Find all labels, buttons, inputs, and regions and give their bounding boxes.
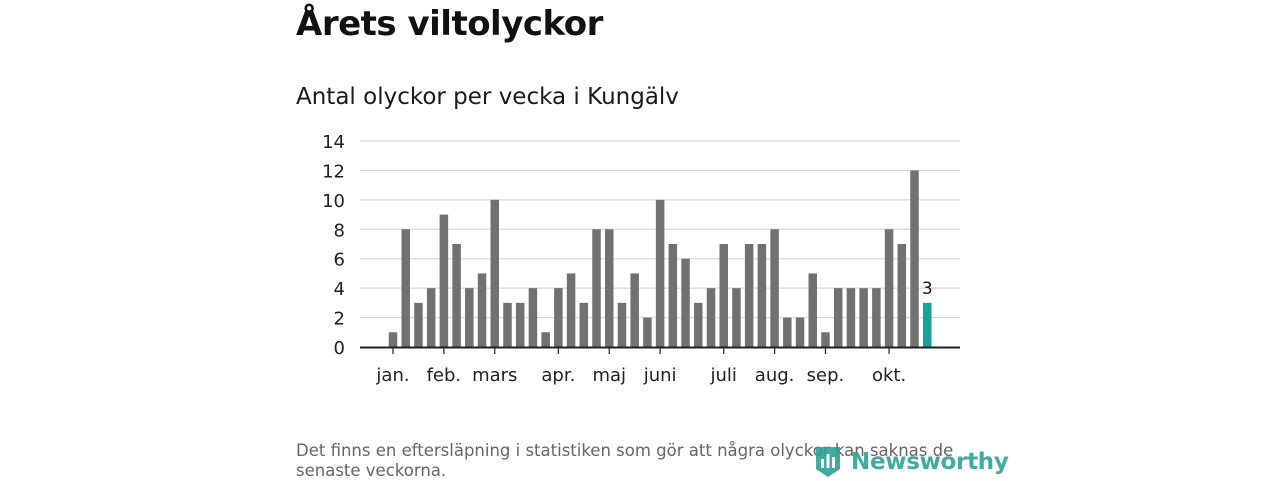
newsworthy-logo[interactable]: Newsworthy <box>813 445 1009 479</box>
bar <box>401 229 410 347</box>
y-tick-label: 0 <box>334 338 345 359</box>
highlight-bar <box>922 302 932 347</box>
bar <box>910 170 919 347</box>
y-tick-label: 14 <box>322 132 345 153</box>
bar <box>884 229 894 347</box>
bar <box>706 288 716 347</box>
bar <box>477 273 487 347</box>
bar <box>655 199 665 347</box>
x-tick-label: apr. <box>541 365 575 386</box>
x-tick-label: juli <box>710 365 737 386</box>
footnote: Det finns en eftersläpning i statistiken… <box>296 441 954 480</box>
y-tick-label: 8 <box>334 220 345 241</box>
bar <box>719 244 728 347</box>
x-tick-label: sep. <box>807 365 845 386</box>
bar <box>732 288 741 347</box>
bar <box>617 302 627 347</box>
bar <box>388 332 398 347</box>
bar <box>783 317 792 347</box>
bar <box>757 244 767 347</box>
x-tick-label: jan. <box>375 365 409 386</box>
logo-text: Newsworthy <box>851 449 1009 475</box>
newsworthy-logo-icon <box>816 447 840 477</box>
bar <box>439 214 449 347</box>
bar <box>528 288 538 347</box>
x-tick-label: feb. <box>427 365 462 386</box>
y-tick-label: 6 <box>334 250 345 271</box>
bar <box>833 288 843 347</box>
page-title: Årets viltolyckor <box>296 4 603 44</box>
bar <box>744 244 754 347</box>
bar <box>630 273 639 347</box>
bar <box>452 244 461 347</box>
bar <box>897 244 907 347</box>
bar <box>770 229 779 347</box>
y-tick-label: 4 <box>334 279 345 300</box>
bar <box>872 288 881 347</box>
highlight-bar-label: 3 <box>922 279 933 299</box>
bar <box>541 332 550 347</box>
x-tick-label: aug. <box>755 365 795 386</box>
bar <box>554 288 563 347</box>
bar <box>846 288 856 347</box>
bar <box>808 273 818 347</box>
x-tick-label: juni <box>643 365 677 386</box>
bar <box>681 258 690 347</box>
bar <box>592 229 601 347</box>
bar <box>503 302 512 347</box>
bar <box>821 332 830 347</box>
y-tick-label: 2 <box>334 309 345 330</box>
bar <box>668 244 678 347</box>
bar <box>490 199 500 347</box>
bar <box>859 288 868 347</box>
x-tick-label: maj <box>592 365 626 386</box>
bar <box>426 288 436 347</box>
y-axis-ticks: 0 2 4 6 8 10 12 14 <box>322 132 345 359</box>
x-tick-label: mars <box>472 365 517 386</box>
bar <box>604 229 614 347</box>
x-tick-label: okt. <box>872 365 906 386</box>
y-tick-label: 10 <box>322 191 345 212</box>
bar <box>795 317 805 347</box>
bar <box>694 302 703 347</box>
bar <box>515 302 525 347</box>
bars: 3 <box>388 170 933 347</box>
bar <box>465 288 474 347</box>
y-tick-label: 12 <box>322 161 345 182</box>
bar <box>566 273 576 347</box>
bar <box>414 302 423 347</box>
x-axis-ticks: jan. feb. mars apr. maj juni juli aug. sep. okt. <box>375 348 906 386</box>
bar <box>579 302 589 347</box>
chart-title: Antal olyckor per vecka i Kungälv <box>296 84 679 110</box>
bar <box>643 317 652 347</box>
